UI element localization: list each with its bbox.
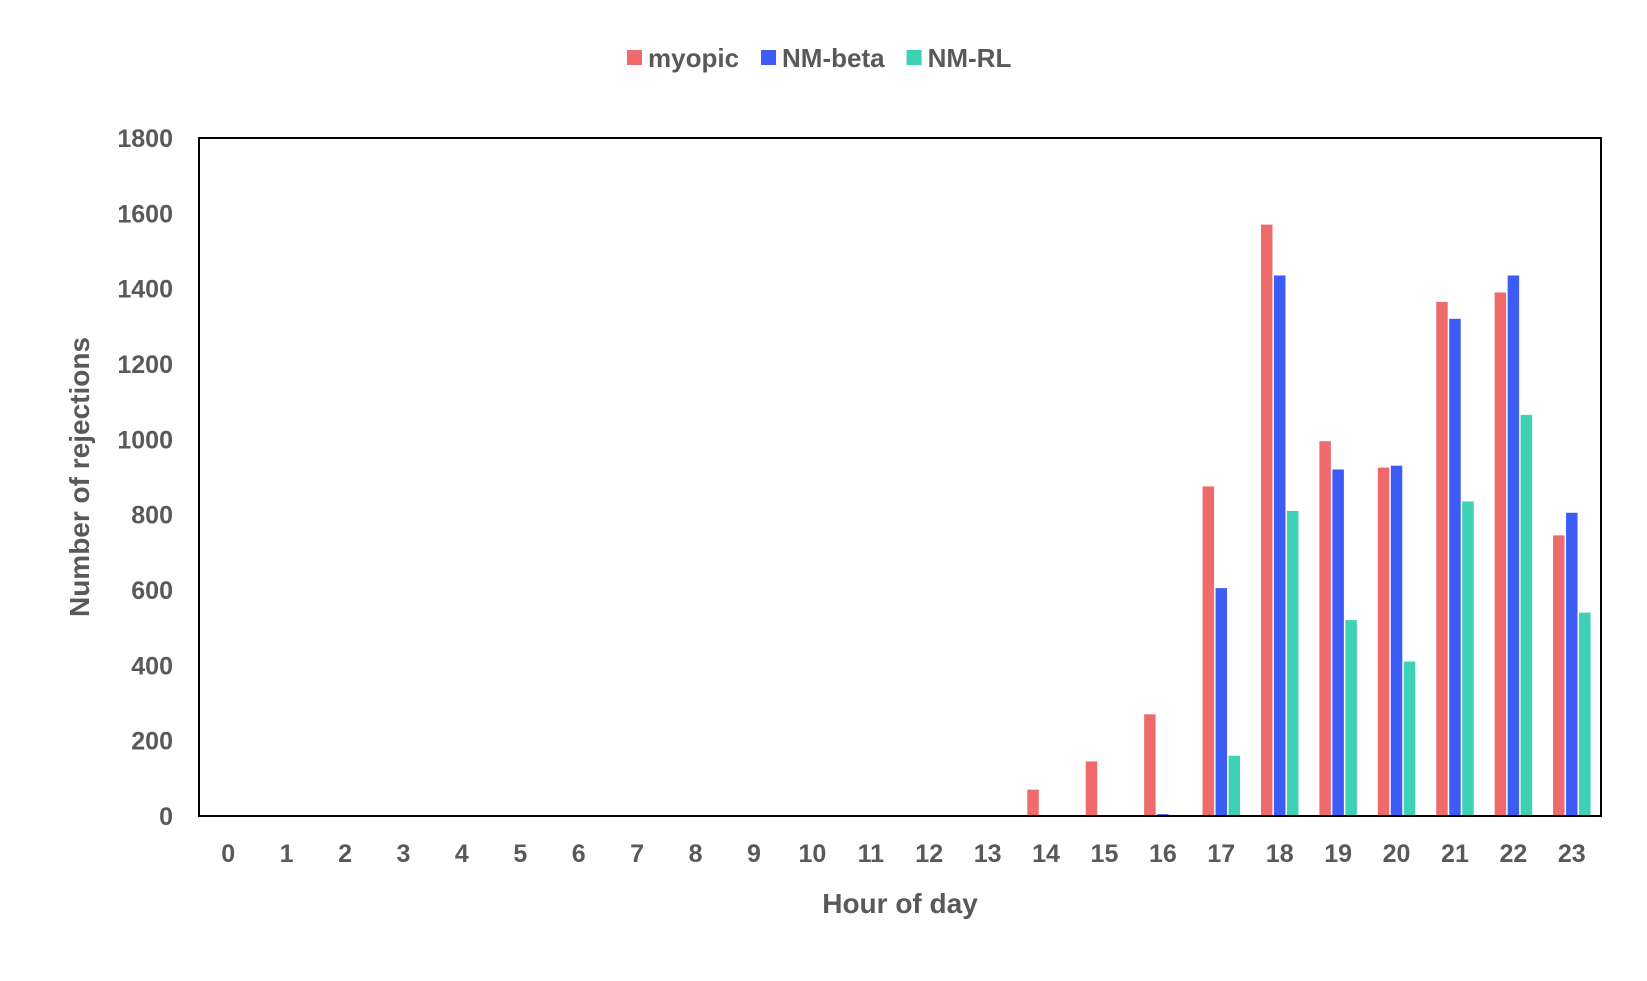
- x-tick-label: 14: [1032, 840, 1060, 868]
- y-axis-ticks: 0 200 400 600 800 1000 1200 1400 1600 1800: [117, 125, 173, 831]
- bar-myopic-19: [1319, 441, 1331, 816]
- bar-NM-RL-19: [1345, 620, 1357, 816]
- bar-NM-RL-20: [1403, 661, 1416, 816]
- bar-myopic-20: [1377, 467, 1390, 816]
- bar-NM-beta-23: [1566, 512, 1578, 816]
- y-tick-label: 400: [131, 652, 173, 680]
- x-tick-label: 15: [1091, 840, 1119, 868]
- bar-NM-RL-17: [1228, 755, 1241, 816]
- y-tick-label: 200: [131, 728, 173, 756]
- bars: [1027, 224, 1591, 817]
- x-tick-label: 11: [858, 840, 885, 868]
- x-axis-ticks: 0 1 2 3 4 5 6 7 8 9 10 11 12 13 14 15 16 17 18 19 20 21 22 23: [221, 840, 1585, 868]
- x-tick-label: 1: [280, 840, 294, 868]
- x-tick-label: 2: [338, 840, 352, 868]
- bar-myopic-15: [1085, 761, 1098, 816]
- x-tick-label: 16: [1149, 840, 1177, 868]
- bar-NM-beta-20: [1390, 465, 1403, 816]
- x-tick-label: 17: [1207, 840, 1235, 868]
- x-tick-label: 21: [1441, 840, 1469, 868]
- bar-myopic-23: [1553, 535, 1565, 816]
- bar-myopic-16: [1144, 714, 1156, 816]
- bar-myopic-18: [1260, 224, 1273, 816]
- bar-myopic-21: [1436, 301, 1448, 817]
- x-tick-label: 13: [974, 840, 1002, 868]
- y-tick-label: 0: [159, 803, 173, 831]
- bar-myopic-14: [1027, 789, 1039, 816]
- y-axis-label: Number of rejections: [64, 337, 95, 617]
- x-tick-label: 23: [1558, 840, 1586, 868]
- x-tick-label: 8: [689, 840, 703, 868]
- bar-myopic-22: [1494, 292, 1507, 816]
- y-tick-label: 800: [131, 502, 173, 530]
- legend-swatch-NM-beta: [761, 50, 777, 65]
- legend-label-NM-RL: NM-RL: [928, 43, 1012, 73]
- x-tick-label: 19: [1324, 840, 1352, 868]
- plot-frame: [198, 137, 1602, 817]
- x-tick-label: 12: [915, 840, 943, 868]
- bar-myopic-17: [1202, 486, 1215, 816]
- y-tick-label: 1000: [117, 426, 173, 454]
- legend-swatch-NM-RL: [906, 50, 922, 65]
- bar-NM-beta-21: [1449, 318, 1461, 816]
- legend: myopic NM-beta NM-RL: [627, 43, 1011, 73]
- x-tick-label: 22: [1499, 840, 1527, 868]
- y-tick-label: 600: [131, 577, 173, 605]
- bar-NM-beta-22: [1507, 275, 1520, 817]
- legend-label-myopic: myopic: [648, 43, 739, 73]
- bar-NM-RL-22: [1520, 414, 1533, 816]
- legend-swatch-myopic: [627, 50, 642, 65]
- x-tick-label: 7: [630, 840, 644, 868]
- legend-label-NM-beta: NM-beta: [782, 43, 885, 73]
- x-tick-label: 20: [1383, 840, 1411, 868]
- x-tick-label: 9: [747, 840, 761, 868]
- bar-NM-beta-19: [1332, 469, 1344, 816]
- x-tick-label: 6: [572, 840, 586, 868]
- x-tick-label: 3: [397, 840, 411, 868]
- x-tick-label: 5: [513, 840, 527, 868]
- y-tick-label: 1800: [117, 125, 173, 153]
- bar-NM-RL-18: [1286, 510, 1299, 816]
- bar-NM-beta-17: [1215, 588, 1228, 816]
- bar-NM-RL-23: [1579, 612, 1591, 816]
- x-tick-label: 10: [798, 840, 826, 868]
- x-tick-label: 4: [455, 840, 469, 868]
- x-tick-label: 0: [221, 840, 235, 868]
- bar-NM-beta-18: [1273, 275, 1286, 817]
- x-axis-label: Hour of day: [822, 888, 978, 919]
- y-tick-label: 1200: [117, 351, 173, 379]
- y-tick-label: 1600: [117, 200, 173, 228]
- y-tick-label: 1400: [117, 276, 173, 304]
- bar-NM-RL-21: [1462, 501, 1474, 816]
- x-tick-label: 18: [1266, 840, 1294, 868]
